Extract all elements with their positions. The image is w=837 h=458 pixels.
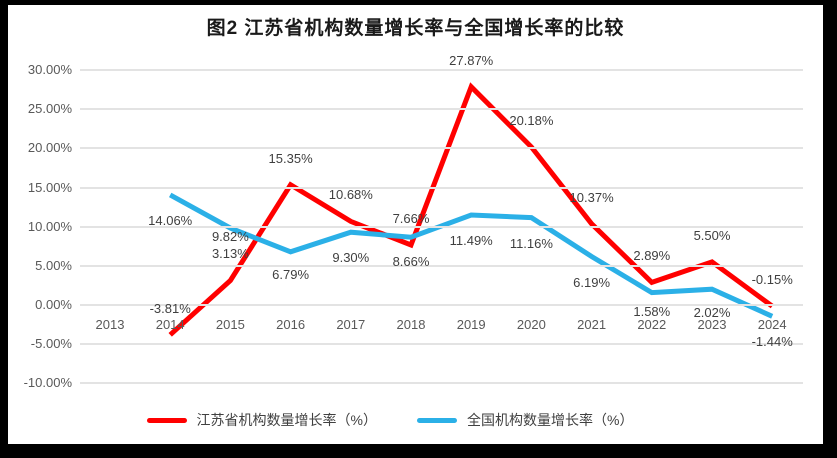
gridline <box>80 186 803 189</box>
y-axis-tick-label: 0.00% <box>35 297 72 312</box>
y-axis-tick-label: -10.00% <box>23 375 72 391</box>
data-label: -0.15% <box>751 272 793 288</box>
x-axis-tick-label: 2015 <box>215 317 245 332</box>
series-line-jiangsu <box>168 82 774 337</box>
data-label: 10.37% <box>569 189 614 205</box>
legend-item-national: 全国机构数量增长率（%） <box>417 410 633 430</box>
gridline <box>80 108 803 111</box>
data-label: 15.35% <box>268 150 313 166</box>
data-label: 9.82% <box>211 229 249 245</box>
data-label: 11.49% <box>449 233 493 249</box>
legend-label-national: 全国机构数量增长率（%） <box>467 412 634 428</box>
data-label: 2.89% <box>633 248 671 264</box>
y-axis-tick-label: -5.00% <box>30 336 72 352</box>
data-label: -3.81% <box>149 300 191 316</box>
x-axis-tick-label: 2016 <box>276 317 306 332</box>
series-line-national <box>168 192 774 319</box>
x-axis-tick-label: 2019 <box>456 317 486 332</box>
gridline <box>80 147 803 150</box>
data-label: 11.16% <box>509 235 553 251</box>
chart-title: 图2 江苏省机构数量增长率与全国增长率的比较 <box>206 18 625 39</box>
data-label: 9.30% <box>332 250 370 266</box>
y-axis-tick-label: 15.00% <box>27 179 72 195</box>
data-label: 27.87% <box>449 52 494 68</box>
y-axis-tick-label: 20.00% <box>27 140 72 156</box>
x-axis-tick-label: 2018 <box>396 317 426 332</box>
x-axis-tick-label: 2024 <box>757 317 787 332</box>
x-axis-tick-label: 2022 <box>637 317 667 332</box>
gridline <box>80 304 803 306</box>
data-label: 7.66% <box>392 211 430 227</box>
x-axis-tick-label: 2017 <box>336 317 366 332</box>
legend: 江苏省机构数量增长率（%） 全国机构数量增长率（%） <box>0 410 780 430</box>
x-axis-tick-label: 2021 <box>577 317 607 332</box>
data-label: 14.06% <box>148 212 193 228</box>
data-label: 5.50% <box>693 227 731 243</box>
y-axis-tick-label: 30.00% <box>27 62 72 78</box>
data-label: 3.13% <box>211 246 249 262</box>
chart-canvas <box>8 5 823 444</box>
x-axis-tick-label: 2023 <box>697 317 727 332</box>
gridline <box>80 264 803 267</box>
x-axis-tick-label: 2020 <box>516 317 546 332</box>
x-axis-tick-label: 2014 <box>155 317 185 332</box>
gridline <box>80 343 803 346</box>
gridline <box>80 69 803 72</box>
data-label: -1.44% <box>751 334 793 350</box>
gridline <box>80 225 803 228</box>
y-axis-tick-label: 10.00% <box>27 218 72 234</box>
y-axis-tick-label: 5.00% <box>35 257 72 273</box>
jiangsu-line-swatch-icon <box>146 417 187 423</box>
data-label: 1.58% <box>633 303 671 319</box>
y-axis-tick-label: 25.00% <box>27 101 72 117</box>
data-label: 6.19% <box>573 274 611 290</box>
legend-item-jiangsu: 江苏省机构数量增长率（%） <box>146 410 377 430</box>
data-label: 6.79% <box>272 266 310 282</box>
data-label: 20.18% <box>509 112 554 128</box>
x-axis-tick-label: 2013 <box>95 317 125 332</box>
data-label: 10.68% <box>328 187 373 203</box>
data-label: 2.02% <box>693 305 731 321</box>
national-line-swatch-icon <box>417 417 457 423</box>
data-label: 8.66% <box>392 254 430 270</box>
gridline <box>80 382 803 385</box>
legend-label-jiangsu: 江苏省机构数量增长率（%） <box>196 412 377 428</box>
